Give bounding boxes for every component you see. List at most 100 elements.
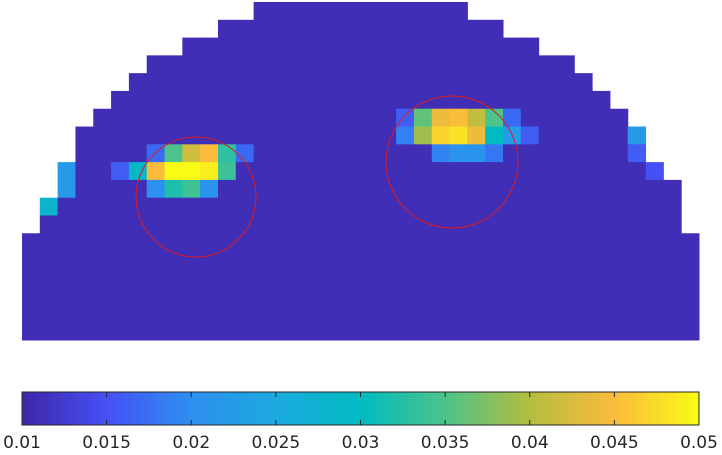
cell bbox=[253, 126, 272, 145]
cell bbox=[128, 144, 148, 163]
cell bbox=[627, 162, 647, 181]
cell bbox=[627, 197, 647, 216]
cell bbox=[360, 126, 379, 145]
cell bbox=[253, 322, 272, 341]
cell bbox=[253, 179, 272, 199]
cell bbox=[360, 37, 379, 56]
cell bbox=[574, 126, 593, 145]
cell bbox=[485, 162, 504, 181]
cell bbox=[485, 197, 504, 216]
cell bbox=[627, 304, 647, 323]
cell bbox=[431, 286, 451, 305]
cell bbox=[378, 179, 397, 199]
cell bbox=[503, 215, 522, 234]
cell bbox=[538, 55, 557, 74]
cell bbox=[556, 144, 575, 163]
cell bbox=[396, 108, 415, 128]
cell bbox=[574, 322, 593, 341]
colorbar-tick-label: 0.035 bbox=[421, 433, 470, 453]
cell bbox=[164, 73, 183, 92]
cell bbox=[111, 268, 130, 288]
colorbar-tick-label: 0.05 bbox=[680, 433, 718, 453]
cell bbox=[663, 179, 682, 199]
cell bbox=[271, 73, 290, 92]
cell bbox=[449, 233, 468, 252]
cell bbox=[253, 197, 272, 216]
cell bbox=[360, 73, 379, 92]
cell bbox=[271, 179, 290, 199]
cell bbox=[431, 73, 451, 92]
cell bbox=[182, 144, 201, 163]
cell bbox=[574, 286, 593, 305]
cell bbox=[182, 215, 201, 234]
cell bbox=[182, 90, 201, 110]
cell bbox=[324, 90, 344, 110]
cell bbox=[431, 233, 451, 252]
cell bbox=[574, 251, 593, 270]
cell bbox=[128, 268, 148, 288]
cell bbox=[235, 162, 255, 181]
cell bbox=[556, 55, 575, 74]
cell bbox=[22, 286, 41, 305]
cell bbox=[200, 215, 219, 234]
cell bbox=[538, 197, 557, 216]
cell bbox=[235, 144, 255, 163]
cell bbox=[217, 286, 237, 305]
cell bbox=[253, 90, 272, 110]
cell bbox=[182, 179, 201, 199]
cell bbox=[146, 322, 166, 341]
cell bbox=[413, 215, 433, 234]
cell bbox=[431, 179, 451, 199]
cell bbox=[324, 73, 344, 92]
cell bbox=[449, 322, 468, 341]
cell bbox=[111, 108, 130, 128]
cell bbox=[574, 108, 593, 128]
cell bbox=[271, 108, 290, 128]
cell bbox=[271, 215, 290, 234]
cell bbox=[342, 286, 361, 305]
cell bbox=[217, 55, 237, 74]
cell bbox=[378, 215, 397, 234]
cell bbox=[289, 197, 308, 216]
cell bbox=[396, 2, 415, 21]
cell bbox=[22, 233, 41, 252]
cell bbox=[681, 322, 700, 341]
cell bbox=[39, 304, 59, 323]
cell bbox=[200, 179, 219, 199]
cell bbox=[342, 144, 361, 163]
cell bbox=[360, 90, 379, 110]
cell bbox=[431, 304, 451, 323]
cell bbox=[485, 73, 504, 92]
cell bbox=[503, 55, 522, 74]
cell bbox=[200, 268, 219, 288]
cell bbox=[342, 55, 361, 74]
cell bbox=[681, 286, 700, 305]
cell bbox=[609, 179, 629, 199]
cell bbox=[627, 268, 647, 288]
cell bbox=[627, 144, 647, 163]
cell bbox=[485, 268, 504, 288]
cell bbox=[520, 55, 540, 74]
cell bbox=[342, 162, 361, 181]
cell bbox=[645, 286, 664, 305]
cell bbox=[378, 55, 397, 74]
cell bbox=[57, 162, 76, 181]
cell bbox=[289, 304, 308, 323]
cell bbox=[75, 144, 94, 163]
cell bbox=[663, 251, 682, 270]
cell bbox=[164, 179, 183, 199]
cell bbox=[556, 215, 575, 234]
cell bbox=[200, 322, 219, 341]
cell bbox=[413, 73, 433, 92]
cell bbox=[645, 179, 664, 199]
cell bbox=[681, 233, 700, 252]
cell bbox=[467, 19, 486, 39]
cell bbox=[342, 108, 361, 128]
cell bbox=[235, 126, 255, 145]
cell bbox=[396, 251, 415, 270]
cell bbox=[164, 322, 183, 341]
cell bbox=[217, 162, 237, 181]
cell bbox=[413, 304, 433, 323]
cell bbox=[164, 126, 183, 145]
cell bbox=[538, 322, 557, 341]
